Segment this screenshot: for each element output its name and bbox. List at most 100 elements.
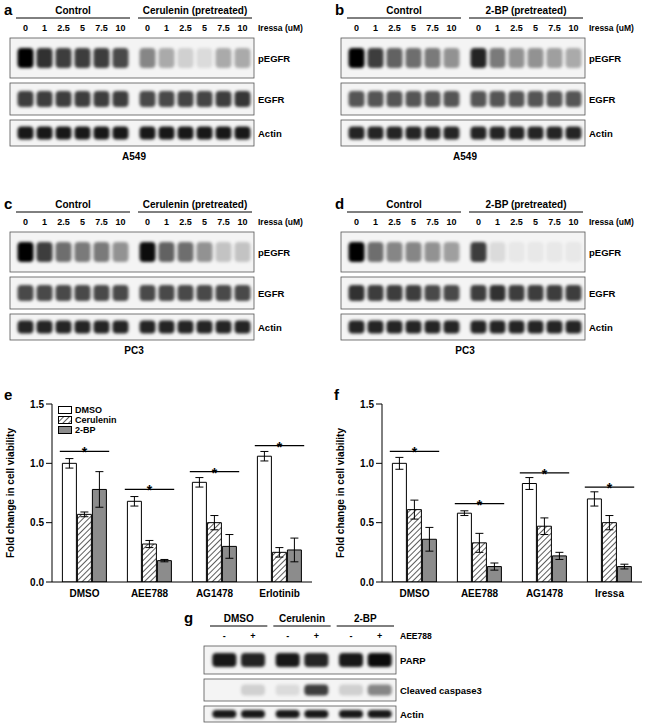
- svg-text:Iressa (uM): Iressa (uM): [589, 217, 634, 227]
- svg-text:+: +: [377, 631, 382, 641]
- svg-text:Actin: Actin: [589, 128, 613, 139]
- svg-text:*: *: [477, 497, 483, 513]
- svg-text:A549: A549: [122, 151, 146, 162]
- svg-text:0: 0: [23, 23, 28, 33]
- svg-text:DMSO: DMSO: [400, 588, 430, 599]
- svg-text:Actin: Actin: [258, 128, 282, 139]
- svg-text:0: 0: [145, 217, 150, 227]
- svg-text:7.5: 7.5: [217, 217, 230, 227]
- svg-text:7.5: 7.5: [548, 23, 561, 33]
- svg-text:1: 1: [42, 217, 47, 227]
- svg-text:10: 10: [115, 23, 125, 33]
- svg-text:10: 10: [115, 217, 125, 227]
- svg-text:pEGFR: pEGFR: [258, 247, 290, 258]
- svg-text:PC3: PC3: [455, 345, 475, 356]
- svg-text:0: 0: [354, 23, 359, 33]
- svg-text:10: 10: [446, 217, 456, 227]
- svg-text:EGFR: EGFR: [258, 288, 285, 299]
- svg-text:0.0: 0.0: [30, 577, 44, 588]
- svg-text:10: 10: [568, 217, 578, 227]
- svg-text:Fold change in cell viability: Fold change in cell viability: [8, 428, 16, 558]
- svg-text:*: *: [212, 465, 218, 481]
- svg-text:PC3: PC3: [124, 345, 144, 356]
- svg-text:DMSO: DMSO: [70, 588, 100, 599]
- svg-text:2-BP (pretreated): 2-BP (pretreated): [486, 5, 567, 16]
- svg-text:g: g: [184, 610, 193, 626]
- svg-text:Fold change in cell viability: Fold change in cell viability: [335, 428, 346, 558]
- svg-text:Iressa (uM): Iressa (uM): [258, 217, 303, 227]
- svg-text:c: c: [8, 196, 12, 212]
- svg-text:Control: Control: [55, 5, 91, 16]
- svg-text:5: 5: [411, 217, 416, 227]
- svg-text:0.0: 0.0: [360, 577, 374, 588]
- svg-text:Actin: Actin: [258, 322, 282, 333]
- svg-text:Actin: Actin: [400, 709, 424, 720]
- svg-text:7.5: 7.5: [95, 217, 108, 227]
- svg-text:10: 10: [568, 23, 578, 33]
- svg-text:Iressa: Iressa: [595, 588, 624, 599]
- svg-text:2.5: 2.5: [388, 23, 401, 33]
- svg-text:Control: Control: [386, 5, 422, 16]
- svg-text:0: 0: [23, 217, 28, 227]
- svg-text:1: 1: [373, 217, 378, 227]
- svg-text:Cleaved caspase3: Cleaved caspase3: [400, 685, 482, 696]
- svg-text:5: 5: [80, 217, 85, 227]
- svg-text:-: -: [350, 631, 353, 641]
- svg-text:*: *: [277, 439, 283, 455]
- svg-text:7.5: 7.5: [95, 23, 108, 33]
- svg-text:5: 5: [202, 217, 207, 227]
- svg-text:0.5: 0.5: [360, 517, 374, 528]
- svg-text:+: +: [314, 631, 319, 641]
- svg-text:7.5: 7.5: [426, 23, 439, 33]
- svg-text:2.5: 2.5: [57, 217, 70, 227]
- svg-text:+: +: [250, 631, 255, 641]
- svg-text:Control: Control: [55, 199, 91, 210]
- svg-text:5: 5: [411, 23, 416, 33]
- svg-text:*: *: [607, 480, 613, 496]
- svg-text:1: 1: [42, 23, 47, 33]
- svg-text:1.5: 1.5: [360, 399, 374, 410]
- svg-text:7.5: 7.5: [217, 23, 230, 33]
- svg-text:0: 0: [354, 217, 359, 227]
- svg-text:d: d: [335, 196, 344, 212]
- svg-text:-: -: [223, 631, 226, 641]
- svg-text:1: 1: [164, 23, 169, 33]
- svg-text:Actin: Actin: [589, 322, 613, 333]
- svg-text:AG1478: AG1478: [526, 588, 564, 599]
- svg-text:5: 5: [533, 217, 538, 227]
- svg-text:7.5: 7.5: [548, 217, 561, 227]
- svg-text:*: *: [412, 444, 418, 460]
- svg-text:Iressa (uM): Iressa (uM): [589, 23, 634, 33]
- svg-text:AEE788: AEE788: [131, 588, 169, 599]
- svg-text:2.5: 2.5: [179, 217, 192, 227]
- svg-text:10: 10: [446, 23, 456, 33]
- svg-text:0.5: 0.5: [30, 517, 44, 528]
- svg-text:A549: A549: [453, 151, 477, 162]
- svg-text:DMSO: DMSO: [224, 613, 254, 624]
- svg-text:1.5: 1.5: [30, 399, 44, 410]
- svg-text:2.5: 2.5: [510, 23, 523, 33]
- svg-text:1: 1: [164, 217, 169, 227]
- svg-text:5: 5: [202, 23, 207, 33]
- svg-text:EGFR: EGFR: [258, 94, 285, 105]
- svg-text:b: b: [335, 2, 344, 18]
- svg-text:pEGFR: pEGFR: [589, 247, 621, 258]
- svg-text:1.0: 1.0: [30, 458, 44, 469]
- svg-text:10: 10: [237, 23, 247, 33]
- svg-text:AEE788: AEE788: [400, 631, 432, 641]
- svg-text:a: a: [8, 2, 13, 18]
- svg-text:*: *: [542, 466, 548, 482]
- svg-text:2-BP (pretreated): 2-BP (pretreated): [486, 199, 567, 210]
- svg-text:2-BP: 2-BP: [354, 613, 377, 624]
- svg-text:2.5: 2.5: [179, 23, 192, 33]
- svg-text:1.0: 1.0: [360, 458, 374, 469]
- svg-text:2.5: 2.5: [57, 23, 70, 33]
- svg-text:1: 1: [495, 23, 500, 33]
- svg-text:0: 0: [145, 23, 150, 33]
- svg-text:pEGFR: pEGFR: [589, 53, 621, 64]
- svg-text:Cerulenin (pretreated): Cerulenin (pretreated): [143, 199, 247, 210]
- svg-text:0: 0: [476, 23, 481, 33]
- svg-text:EGFR: EGFR: [589, 288, 616, 299]
- svg-text:AG1478: AG1478: [196, 588, 234, 599]
- svg-text:*: *: [147, 482, 153, 498]
